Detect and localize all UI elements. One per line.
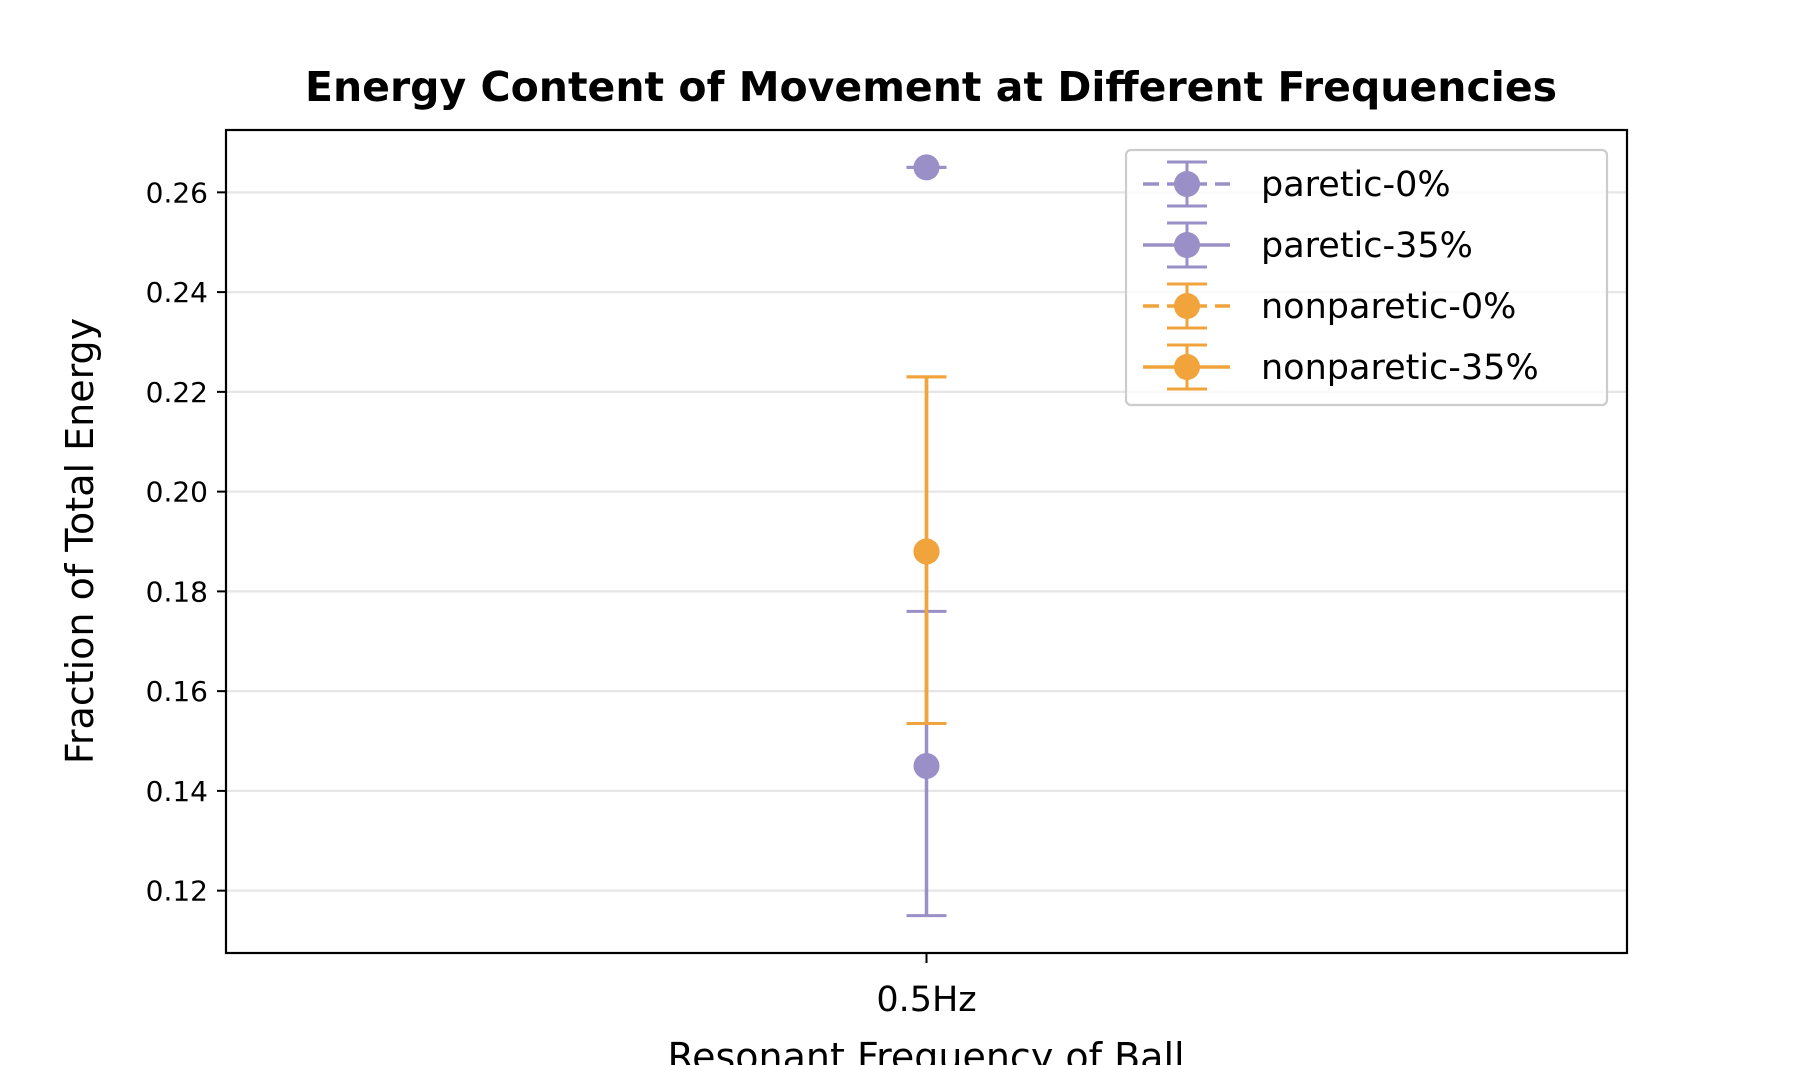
legend-box bbox=[1124, 148, 1609, 407]
y-tick-label: 0.18 bbox=[146, 575, 208, 608]
legend-label: nonparetic-35% bbox=[1261, 348, 1539, 388]
legend: paretic-0% paretic-35% nonparetic-0% nonpar… bbox=[1124, 148, 1609, 407]
legend-marker bbox=[1174, 293, 1200, 319]
legend-label: paretic-0% bbox=[1261, 165, 1451, 205]
legend-label: nonparetic-0% bbox=[1261, 287, 1516, 327]
data-series bbox=[906, 154, 947, 918]
legend-label: paretic-35% bbox=[1261, 226, 1473, 266]
y-tick-label: 0.12 bbox=[146, 875, 208, 908]
plot-frame bbox=[224, 128, 1629, 955]
legend-marker bbox=[1174, 354, 1200, 380]
y-tick-label: 0.22 bbox=[146, 376, 208, 409]
chart-title: Energy Content of Movement at Different … bbox=[305, 63, 1557, 111]
series-nonparetic-35% bbox=[906, 375, 947, 726]
y-tick-label: 0.14 bbox=[146, 775, 208, 808]
legend-item: paretic-35% bbox=[1143, 221, 1473, 269]
legend-item: paretic-0% bbox=[1143, 160, 1451, 208]
y-tick-label: 0.26 bbox=[146, 176, 208, 209]
y-axis-label: Fraction of Total Energy bbox=[58, 318, 102, 764]
x-axis-ticks: 0.5Hz bbox=[876, 953, 977, 1020]
data-point bbox=[913, 154, 940, 181]
data-point bbox=[913, 538, 940, 565]
x-axis-label: Resonant Frequency of Ball bbox=[667, 1035, 1184, 1065]
legend-marker bbox=[1174, 171, 1200, 197]
legend-item: nonparetic-0% bbox=[1143, 282, 1516, 330]
x-tick-label: 0.5Hz bbox=[876, 980, 976, 1020]
y-tick-label: 0.24 bbox=[146, 276, 208, 309]
data-point bbox=[913, 752, 940, 779]
legend-marker bbox=[1174, 232, 1200, 258]
y-axis-ticks: 0.12 0.14 0.16 0.18 0.20 0.22 0.24 0.26 bbox=[146, 176, 226, 908]
series-paretic-0% bbox=[906, 154, 947, 181]
y-tick-label: 0.16 bbox=[146, 675, 208, 708]
y-tick-label: 0.20 bbox=[146, 476, 208, 509]
legend-item: nonparetic-35% bbox=[1143, 343, 1539, 391]
